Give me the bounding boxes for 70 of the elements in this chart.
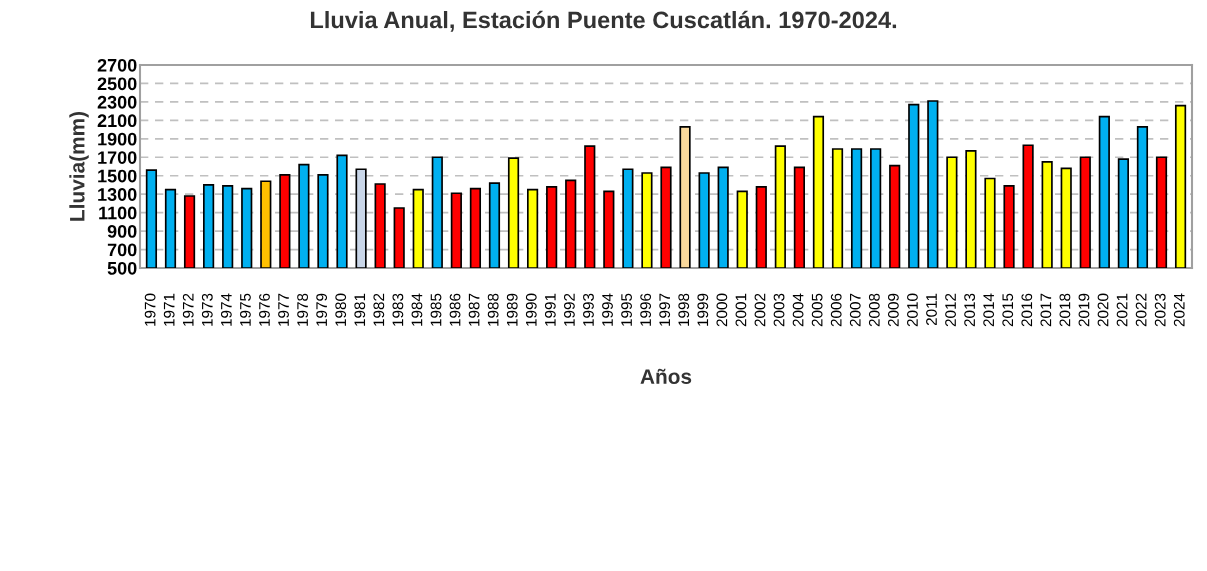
x-tick-label: 2008: [868, 293, 880, 327]
x-tick-label: 2010: [907, 293, 918, 327]
x-tick-label: 1970: [144, 293, 156, 326]
x-tick-label: 2007: [849, 293, 861, 327]
x-tick-label: 1983: [392, 293, 404, 326]
x-tick-label: 1998: [678, 293, 690, 326]
x-tick-label: 2000: [716, 293, 728, 327]
y-tick-label: 2500: [97, 77, 137, 91]
x-tick-label: 2004: [792, 293, 804, 327]
x-tick-label: 1975: [240, 293, 251, 326]
x-tick-label: 1973: [201, 293, 213, 326]
x-tick-label: 2021: [1116, 293, 1128, 327]
x-tick-label: 1974: [220, 293, 232, 326]
y-tick-label: 2300: [97, 95, 137, 109]
x-tick-label: 2018: [1059, 293, 1071, 327]
x-tick-label: 1992: [563, 293, 575, 326]
x-tick-label: 2020: [1097, 293, 1109, 327]
x-tick-label: 1986: [449, 293, 461, 326]
x-tick-label: 1978: [297, 293, 308, 326]
y-tick-label: 500: [107, 261, 137, 275]
x-tick-label: 2003: [773, 293, 785, 327]
x-tick-label: 1989: [506, 293, 518, 326]
y-tick-label: 1100: [99, 206, 137, 220]
x-tick-label: 2002: [754, 293, 766, 327]
x-tick-label: 2006: [830, 293, 842, 327]
y-tick-label: 2700: [97, 58, 137, 72]
x-tick-label: 2012: [945, 293, 956, 327]
x-tick-label: 1991: [544, 293, 556, 326]
x-tick-label: 1990: [525, 293, 537, 326]
x-tick-label: 2009: [887, 293, 899, 327]
y-tick-label: 1700: [98, 151, 137, 164]
x-tick-label: 2023: [1154, 293, 1166, 327]
x-tick-label: 1981: [354, 293, 366, 326]
x-tick-label: 1997: [659, 293, 671, 326]
x-axis-title: Años: [640, 368, 692, 384]
x-tick-label: 1985: [430, 293, 442, 326]
y-tick-label: 700: [107, 243, 137, 257]
x-tick-label: 1996: [640, 293, 652, 326]
x-tick-label: 2005: [811, 293, 823, 327]
x-tick-label: 1982: [373, 293, 385, 326]
chart-title: Lluvia Anual, Estación Puente Cuscatlán. 1970-2024.: [310, 10, 897, 32]
x-tick-label: 1984: [411, 293, 423, 326]
x-tick-label: 1993: [583, 293, 594, 326]
x-tick-label: 1999: [697, 293, 709, 326]
x-tick-label: 2022: [1135, 293, 1147, 327]
x-tick-label: 2011: [926, 293, 937, 326]
x-tick-label: 1979: [316, 293, 328, 326]
x-tick-label: 1977: [278, 293, 289, 326]
x-tick-label: 1988: [487, 293, 499, 326]
x-tick-label: 2015: [1002, 293, 1014, 327]
x-tick-label: 2013: [964, 293, 976, 327]
x-tick-label: 1995: [621, 293, 632, 326]
x-tick-label: 2024: [1173, 293, 1185, 327]
x-tick-label: 2019: [1078, 293, 1090, 327]
y-tick-label: 900: [107, 225, 137, 238]
y-tick-label: 2100: [97, 114, 137, 128]
x-tick-label: 1976: [259, 293, 270, 326]
x-tick-label: 2014: [983, 293, 995, 327]
x-tick-label: 2017: [1040, 293, 1052, 327]
y-axis-title: Lluvia(mm): [69, 111, 89, 221]
x-tick-label: 2016: [1021, 293, 1033, 327]
x-tick-label: 1971: [163, 293, 175, 326]
y-tick-label: 1300: [98, 188, 137, 201]
x-tick-label: 1987: [468, 293, 480, 326]
x-tick-label: 2001: [735, 293, 747, 327]
y-tick-label: 1500: [98, 169, 137, 183]
x-tick-label: 1994: [602, 293, 613, 326]
x-tick-label: 1972: [182, 293, 194, 326]
x-tick-label: 1980: [335, 293, 347, 326]
y-tick-label: 1900: [98, 132, 137, 146]
